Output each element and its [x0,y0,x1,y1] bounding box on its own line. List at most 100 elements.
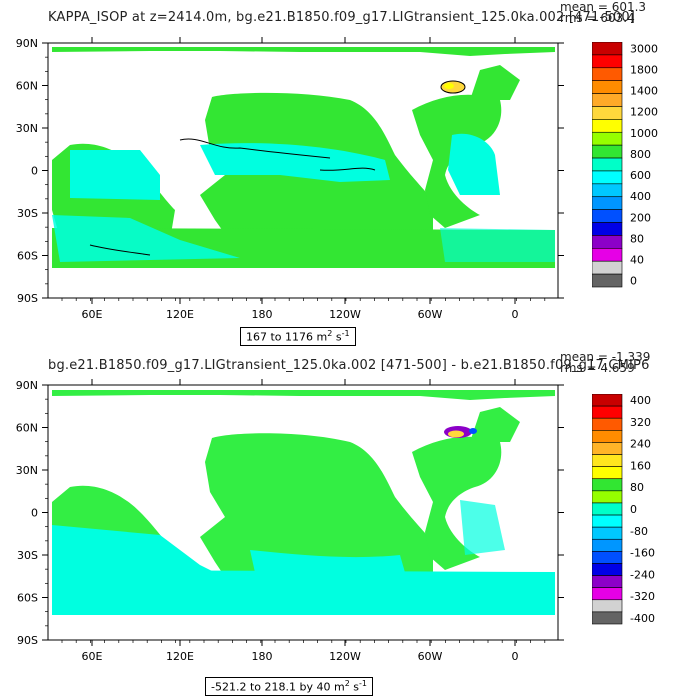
range-box: -521.2 to 218.1 by 40 m2 s-1 [205,677,373,696]
stats-block: mean = 601.3 rms = 603.4 [560,0,647,25]
lon-tick-label: 60E [82,308,103,321]
arctic-ocean [52,390,555,400]
lon-tick-label: 60E [82,650,103,663]
units-tail-exp: -1 [341,329,350,338]
lat-tick-label: 90S [17,292,38,305]
lat-tick-label: 60S [17,592,38,605]
colorbar-swatch [592,209,623,223]
units-exp: 2 [344,679,350,688]
colorbar-swatch [592,405,623,419]
colorbar-swatch [592,599,623,613]
lon-tick-label: 180 [252,308,273,321]
colorbar-swatch [592,538,623,552]
colorbar-swatch [592,222,623,236]
colorbar-swatch [592,183,623,198]
range-label: 167 to 1176 m [246,330,328,344]
map-svg: 90N 60N 30N 0 30S 60S 90S 60E 120E 180 120W 60W 0 [16,379,564,663]
indian-cyan-band [70,150,160,200]
colorbar-swatch [592,394,623,407]
colorbar-swatch [592,526,623,540]
contour-line [89,244,151,256]
lon-tick-label: 120W [329,308,361,321]
colorbar-swatch [592,575,623,588]
lat-tick-label: 30N [16,464,38,477]
colorbar-swatch [592,54,623,69]
colorbar-label: -80 [630,525,648,538]
colorbar-label: -160 [630,547,655,560]
lon-tick-label: 60W [418,650,443,663]
colorbar-label: 1400 [630,85,658,98]
colorbar-label: 800 [630,148,651,161]
colorbar-label: 1200 [630,106,658,119]
contour-line [179,138,331,159]
colorbar-swatch [592,170,623,185]
southern-atlantic-cyan [440,228,555,262]
colorbar-bottom: 400 320 240 160 80 0 -80 -160 -240 -320 -400 [592,394,655,625]
panel-difference: bg.e21.B1850.f09_g17.LIGtransient_125.0k… [0,350,700,700]
colorbar-label: -320 [630,590,655,603]
panel-title: bg.e21.B1850.f09_g17.LIGtransient_125.0k… [48,358,650,373]
colorbar-label: 600 [630,169,651,182]
colorbar-label: 0 [630,503,637,516]
units-exp: 2 [327,329,333,338]
colorbar-swatch [592,587,623,601]
colorbar-swatch [592,273,623,288]
colorbar-swatch [592,466,623,480]
lat-tick-label: 30S [17,207,38,220]
units-tail: s [353,680,360,694]
colorbar-swatch [592,93,623,107]
colorbar-swatch [592,442,623,455]
colorbar-label: -240 [630,568,655,581]
lon-tick-label: 0 [512,650,519,663]
anomaly-core [444,83,454,89]
colorbar-swatch [592,563,623,576]
lat-tick-label: 60N [16,422,38,435]
contour-line [319,167,376,171]
lat-tick-label: 90N [16,37,38,50]
units-tail-exp: -1 [359,679,367,688]
colorbar-label: -400 [630,612,655,625]
lon-tick-label: 120W [329,650,361,663]
range-box: 167 to 1176 m2 s-1 [240,327,356,346]
lon-tick-label: 120E [166,308,194,321]
north-atlantic-ocean [470,407,520,442]
colorbar-label: 400 [630,190,651,203]
panel-kappa-isop: KAPPA_ISOP at z=2414.0m, bg.e21.B1850.f0… [16,0,658,346]
axis-ticks: 90N 60N 30N 0 30S 60S 90S 60E 120E 180 120W 60W 0 [16,379,564,663]
lat-tick-label: 0 [31,507,38,520]
colorbar-swatch [592,490,623,504]
lat-tick-label: 30S [17,549,38,562]
colorbar-label: 400 [630,394,651,407]
lon-tick-label: 0 [512,308,519,321]
stat-mean: mean = 601.3 [560,0,647,14]
stats-block: mean = -1.339 rms = 4.659 [560,350,651,375]
stat-rms: rms = 603.4 [560,11,635,25]
colorbar-label: 160 [630,459,651,472]
colorbar-label: 40 [630,253,644,266]
range-label: -521.2 to 218.1 by 40 m [211,680,345,694]
colorbar-label: 320 [630,416,651,429]
anomaly-blue [469,428,477,434]
colorbar-swatch [592,119,623,133]
indian-cyan-area [52,525,240,605]
colorbar-swatch [592,502,623,516]
units-tail: s [335,330,342,344]
pacific-cyan-band [200,143,390,182]
stat-rms: rms = 4.659 [560,361,635,375]
colorbar-swatch [592,67,623,81]
colorbar-swatch [592,80,623,94]
colorbar-swatch [592,514,623,528]
colorbar-label: 1000 [630,127,658,140]
lon-tick-label: 60W [418,308,443,321]
colorbar-swatch [592,131,623,146]
atlantic-cyan-band [448,133,500,195]
colorbar-label: 80 [630,481,644,494]
colorbar-label: 200 [630,211,651,224]
stat-mean: mean = -1.339 [560,350,651,364]
colorbar-swatch [592,248,623,262]
colorbar-label: 240 [630,438,651,451]
arctic-ocean [52,47,555,56]
colorbar-swatch [592,430,623,443]
atlantic-ocean [412,436,502,570]
lat-tick-label: 90S [17,634,38,647]
